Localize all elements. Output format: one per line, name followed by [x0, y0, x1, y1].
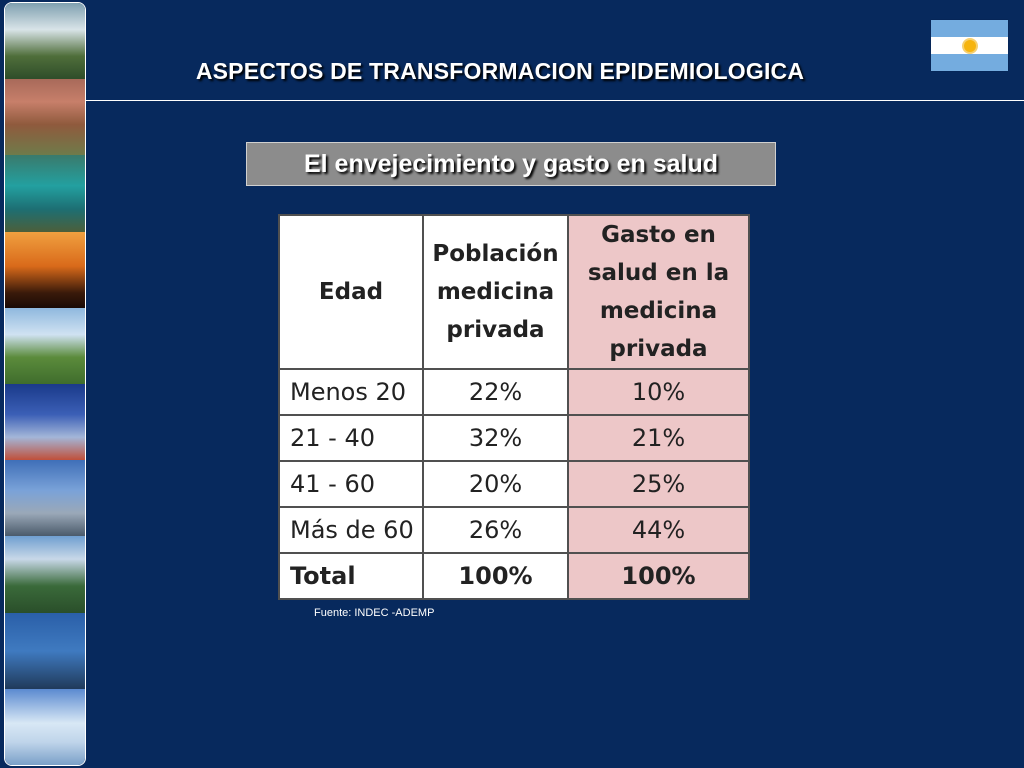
photo-strip	[4, 2, 86, 766]
header-population: Población medicina privada	[422, 214, 569, 370]
table-row: 21 - 40 32% 21%	[278, 414, 750, 462]
pampa-cattle-photo	[5, 307, 85, 385]
subtitle-text: El envejecimiento y gasto en salud	[303, 149, 719, 178]
flag-band-middle	[931, 37, 1008, 54]
cell-population: 26%	[422, 506, 569, 554]
cell-spending: 25%	[567, 460, 750, 508]
obelisk-tango-photo	[5, 384, 85, 461]
flag-band-bottom	[931, 54, 1008, 71]
title-divider	[86, 100, 1024, 101]
cell-age: 41 - 60	[278, 460, 424, 508]
cell-spending: 44%	[567, 506, 750, 554]
cell-age: Total	[278, 552, 424, 600]
cell-spending: 10%	[567, 368, 750, 416]
cell-spending: 100%	[567, 552, 750, 600]
city-skyline-photo	[5, 460, 85, 537]
table-row-total: Total 100% 100%	[278, 552, 750, 600]
river-boat-photo	[5, 155, 85, 232]
sunset-palms-photo	[5, 231, 85, 308]
flag-band-top	[931, 20, 1008, 37]
header-age: Edad	[278, 214, 424, 370]
glacier-photo	[5, 688, 85, 765]
cell-age: Más de 60	[278, 506, 424, 554]
waterfall-photo	[5, 3, 85, 80]
cell-population: 20%	[422, 460, 569, 508]
cell-spending: 21%	[567, 414, 750, 462]
argentina-flag-icon	[931, 20, 1008, 71]
sun-icon	[963, 39, 976, 52]
whale-photo	[5, 612, 85, 689]
data-table: Edad Población medicina privada Gasto en…	[278, 214, 750, 600]
table-row: Menos 20 22% 10%	[278, 368, 750, 416]
subtitle-box: El envejecimiento y gasto en salud	[246, 142, 776, 186]
table-row: Más de 60 26% 44%	[278, 506, 750, 554]
mountains-photo	[5, 79, 85, 156]
page-title: ASPECTOS DE TRANSFORMACION EPIDEMIOLOGIC…	[195, 58, 805, 84]
table-row: 41 - 60 20% 25%	[278, 460, 750, 508]
table-header-row: Edad Población medicina privada Gasto en…	[278, 214, 750, 370]
cell-population: 32%	[422, 414, 569, 462]
cell-population: 22%	[422, 368, 569, 416]
header-spending: Gasto en salud en la medicina privada	[567, 214, 750, 370]
cell-age: 21 - 40	[278, 414, 424, 462]
source-note: Fuente: INDEC -ADEMP	[314, 607, 435, 619]
cell-population: 100%	[422, 552, 569, 600]
cell-age: Menos 20	[278, 368, 424, 416]
lake-mountains-photo	[5, 536, 85, 613]
